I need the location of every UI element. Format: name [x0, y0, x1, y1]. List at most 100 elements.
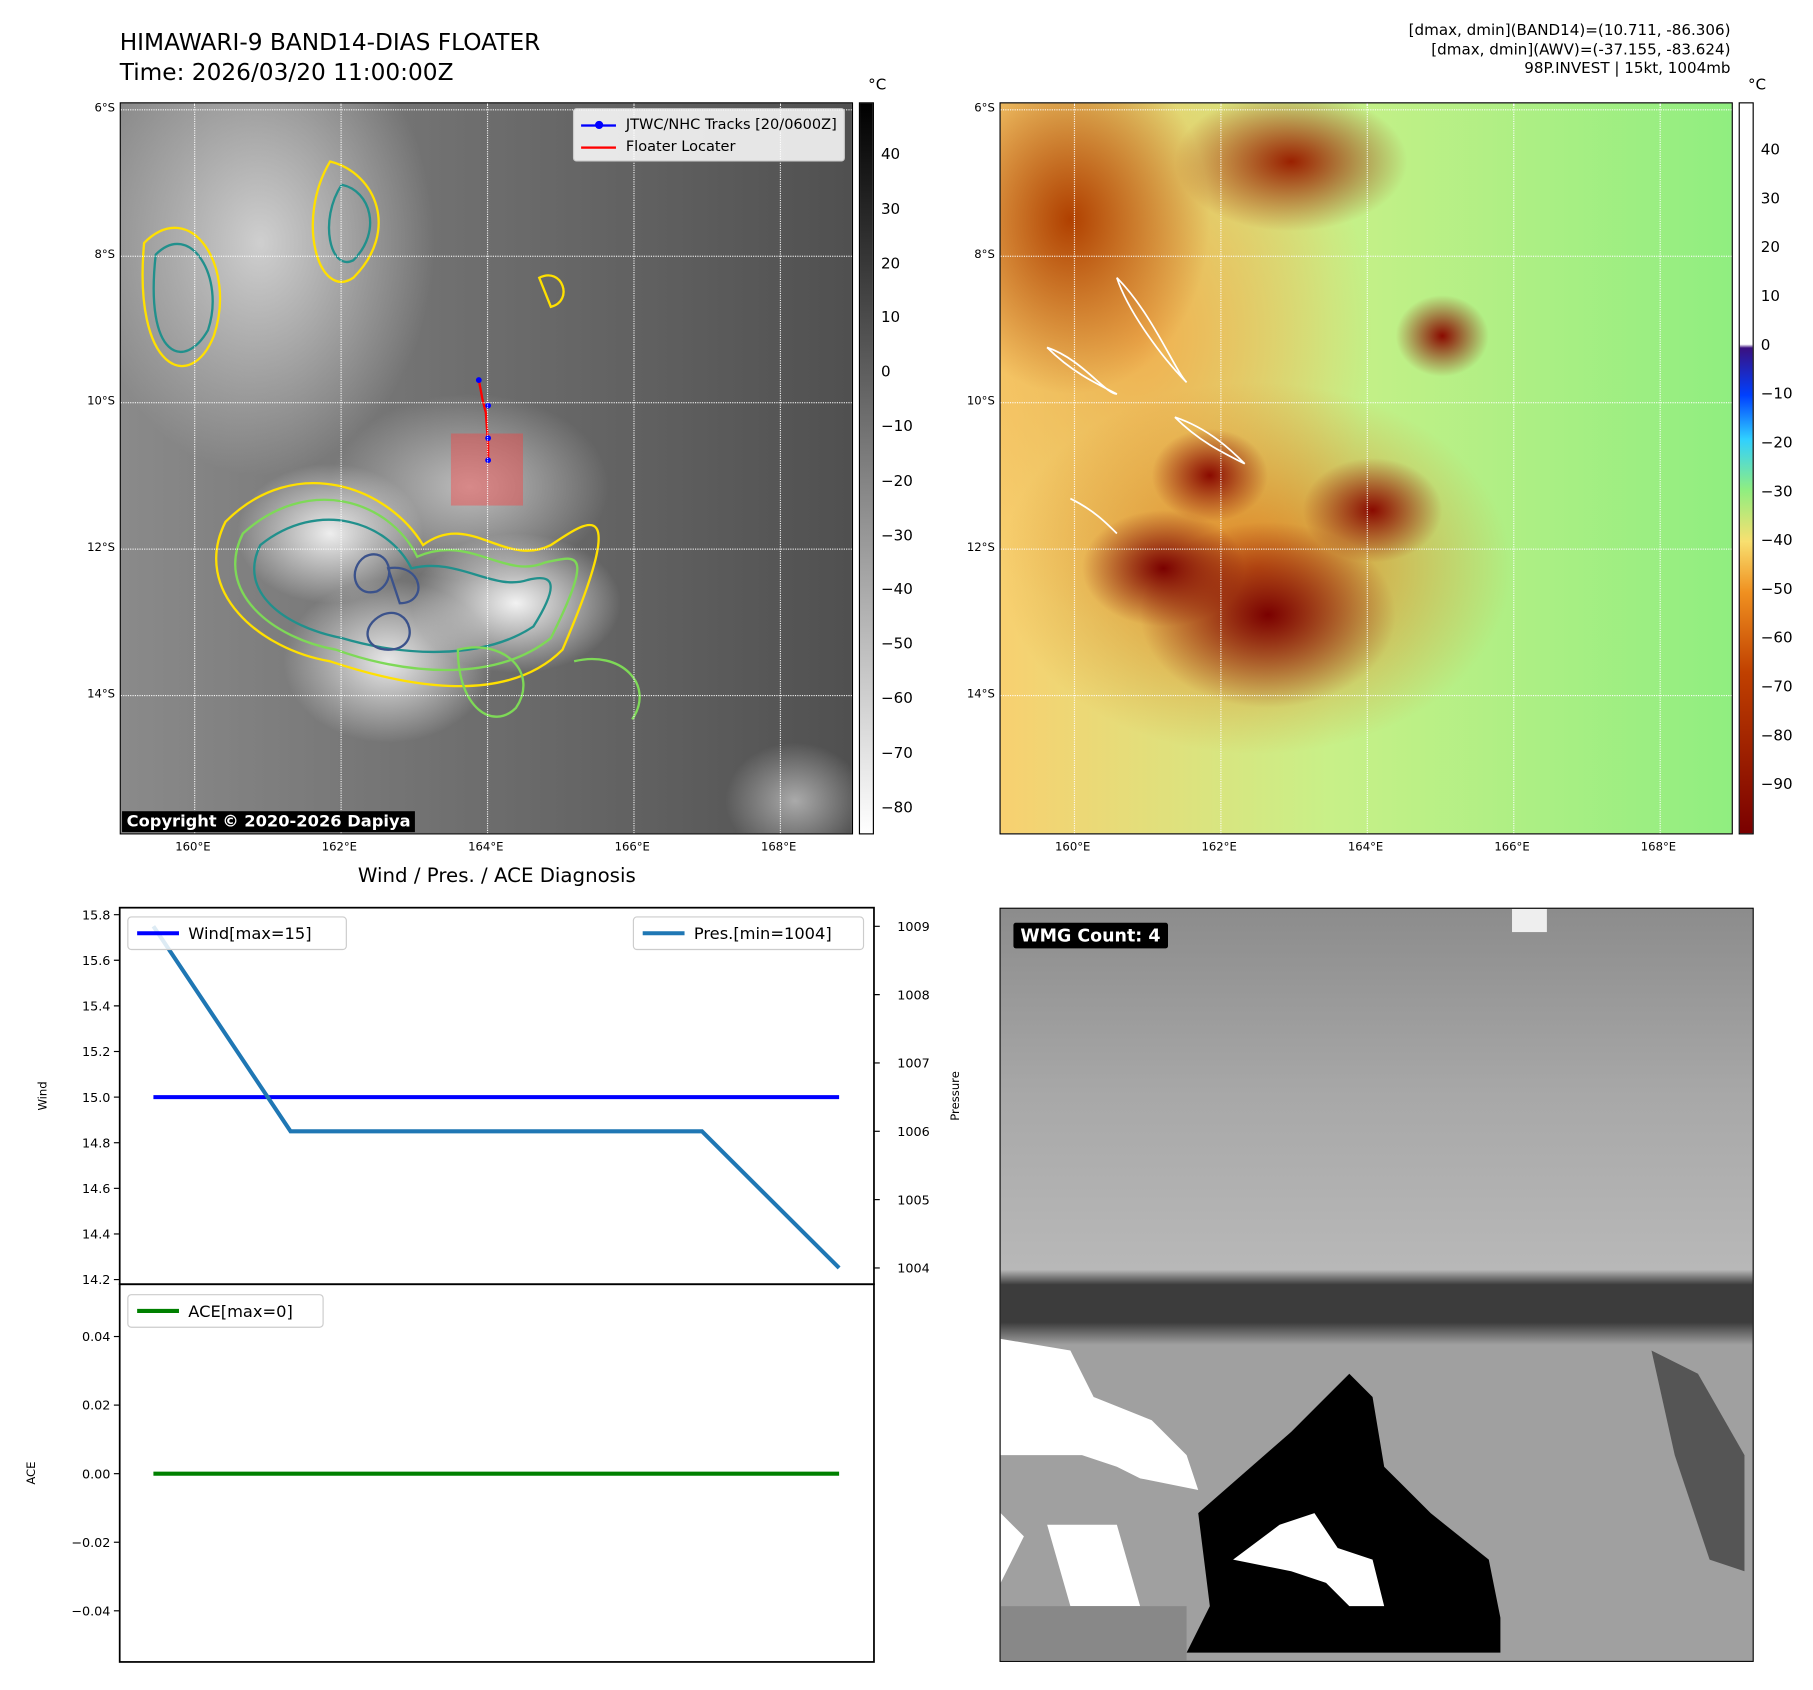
legend-pressure: Pres.[min=1004]	[632, 916, 865, 951]
lon-label: 160°E	[1055, 841, 1091, 855]
pressure-tick-label: 1008	[897, 988, 930, 1003]
copyright: Copyright © 2020-2026 Dapiya	[122, 811, 416, 833]
lon-label: 166°E	[1494, 841, 1530, 855]
left-colorbar-tick: −30	[880, 527, 913, 545]
legend-wind-box	[127, 916, 347, 951]
left-colorbar	[858, 102, 874, 835]
lat-label: 8°S	[94, 248, 116, 262]
wind-tick-label: 15.4	[82, 1000, 110, 1015]
lat-label: 10°S	[87, 395, 116, 408]
lon-label: 160°E	[175, 841, 211, 855]
left-colorbar-tick: −20	[880, 472, 913, 491]
lon-label: 164°E	[1347, 841, 1384, 855]
lat-label: 6°S	[974, 102, 995, 116]
track-line-icon	[581, 120, 617, 129]
ace-tick-label: 0.02	[82, 1399, 110, 1414]
right-colorbar-tick: 40	[1760, 141, 1780, 160]
lon-label: 168°E	[761, 841, 797, 855]
info-awv: [dmax, dmin](AWV)=(-37.155, -83.624)	[1431, 41, 1731, 59]
pressure-tick-label: 1007	[897, 1057, 930, 1072]
right-colorbar-tick: 20	[1760, 239, 1780, 257]
left-colorbar-unit: °C	[868, 76, 887, 95]
right-colorbar-tick: −50	[1760, 581, 1793, 599]
legend-item-tracks: JTWC/NHC Tracks [20/0600Z]	[581, 113, 837, 135]
lat-label: 6°S	[94, 102, 116, 116]
wind-tick-label: 15.8	[82, 908, 110, 923]
contour-teal	[253, 518, 552, 654]
contour-green	[234, 498, 579, 672]
legend-ace: ACE[max=0]	[127, 1294, 324, 1328]
wmg-black-region	[1186, 1373, 1501, 1653]
wind-tick-label: 15.2	[82, 1045, 110, 1060]
wmg-white-region	[1000, 1338, 1199, 1490]
pressure-tick-label: 1006	[897, 1125, 930, 1140]
left-colorbar-tick: −70	[880, 744, 913, 763]
ace-tick-label: 0.00	[82, 1467, 110, 1482]
left-colorbar-tick: 0	[880, 363, 891, 382]
diagnosis-chart: 14.2 14.4 14.6 14.8 15.0 15.2 15.4 15.6 15.8 1004…	[24, 906, 962, 1663]
awv-map	[999, 102, 1733, 835]
wmg-count-label: WMG Count: 4	[1013, 922, 1168, 949]
band14-map: JTWC/NHC Tracks [20/0600Z] Floater Locat…	[119, 102, 854, 835]
ace-tick-label: −0.04	[71, 1604, 110, 1619]
pressure-tick-label: 1004	[897, 1262, 930, 1277]
right-colorbar-tick: 30	[1760, 190, 1780, 209]
right-colorbar-unit: °C	[1747, 76, 1767, 95]
lon-label: 164°E	[468, 841, 504, 855]
wind-tick-label: 14.8	[82, 1136, 110, 1151]
jtwc-track-points	[475, 377, 492, 464]
wmg-panel: WMG Count: 4	[999, 907, 1754, 1662]
right-colorbar-tick: 0	[1760, 337, 1771, 355]
legend-wind-label: Wind[max=15]	[188, 924, 311, 943]
lat-label: 8°S	[974, 248, 995, 262]
pressure-tick-label: 1005	[897, 1193, 930, 1208]
left-colorbar-tick: 30	[880, 200, 901, 219]
lat-label: 12°S	[87, 541, 116, 555]
right-colorbar-tick: 10	[1760, 288, 1780, 306]
right-colorbar-tick: −90	[1760, 776, 1793, 794]
legend-pressure-label: Pres.[min=1004]	[694, 924, 832, 943]
pressure-line	[151, 925, 841, 1270]
pressure-axis-label: Pressure	[948, 1071, 962, 1121]
lon-label: 162°E	[321, 841, 358, 855]
wind-tick-label: 14.6	[82, 1182, 110, 1197]
legend-pressure-box	[632, 916, 865, 951]
right-colorbar-tick: −80	[1760, 727, 1793, 745]
lat-label: 12°S	[966, 541, 995, 555]
ace-axis-label: ACE	[24, 1461, 38, 1484]
figure-time: Time: 2026/03/20 11:00:00Z	[119, 58, 454, 87]
legend-ace-label: ACE[max=0]	[188, 1302, 293, 1321]
legend-wind: Wind[max=15]	[127, 916, 347, 951]
wind-tick-label: 14.2	[82, 1273, 110, 1288]
figure-title: HIMAWARI-9 BAND14-DIAS FLOATER	[119, 27, 541, 56]
legend-item-locater: Floater Locater	[581, 135, 837, 157]
left-colorbar-tick: −10	[880, 418, 913, 436]
pressure-tick-label: 1009	[897, 920, 930, 935]
lat-label: 10°S	[966, 395, 995, 408]
lat-label: 14°S	[87, 688, 116, 701]
info-band14: [dmax, dmin](BAND14)=(10.711, -86.306)	[1408, 22, 1731, 40]
diagnosis-title: Wind / Pres. / ACE Diagnosis	[357, 864, 636, 888]
lon-label: 168°E	[1640, 841, 1677, 855]
ace-tick-label: 0.04	[82, 1330, 110, 1345]
right-colorbar-tick: −20	[1760, 434, 1793, 453]
contour-navy	[353, 553, 420, 651]
info-block: [dmax, dmin](BAND14)=(10.711, -86.306) […	[1409, 22, 1731, 80]
right-colorbar-tick: −30	[1760, 483, 1793, 501]
left-colorbar-tick: 40	[880, 146, 901, 164]
contour-yellow	[215, 482, 600, 688]
lon-label: 166°E	[614, 841, 650, 855]
left-colorbar-tick: −60	[880, 690, 913, 708]
left-colorbar-tick: 20	[880, 255, 901, 273]
right-colorbar-tick: −10	[1760, 385, 1793, 404]
left-colorbar-tick: −40	[880, 581, 913, 599]
info-storm: 98P.INVEST | 15kt, 1004mb	[1524, 60, 1731, 78]
right-colorbar-tick: −60	[1760, 629, 1793, 648]
coastlines	[1046, 277, 1246, 535]
wind-tick-label: 15.6	[82, 954, 110, 969]
lon-label: 162°E	[1201, 841, 1237, 855]
left-colorbar-tick: −50	[880, 635, 913, 654]
wind-tick-label: 14.4	[82, 1228, 110, 1243]
right-colorbar-tick: −70	[1760, 678, 1793, 697]
right-colorbar	[1738, 102, 1754, 835]
